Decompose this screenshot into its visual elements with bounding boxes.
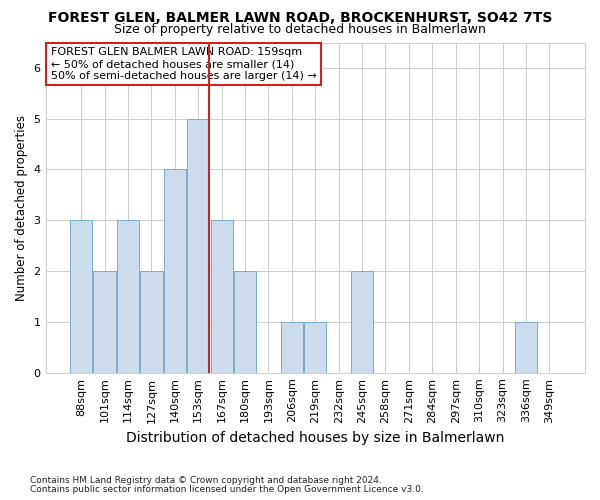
Y-axis label: Number of detached properties: Number of detached properties [15, 114, 28, 300]
Bar [351, 271, 373, 372]
Text: FOREST GLEN, BALMER LAWN ROAD, BROCKENHURST, SO42 7TS: FOREST GLEN, BALMER LAWN ROAD, BROCKENHU… [48, 11, 552, 25]
Text: Size of property relative to detached houses in Balmerlawn: Size of property relative to detached ho… [114, 22, 486, 36]
Bar [140, 271, 163, 372]
X-axis label: Distribution of detached houses by size in Balmerlawn: Distribution of detached houses by size … [126, 431, 505, 445]
Bar [164, 170, 186, 372]
Text: FOREST GLEN BALMER LAWN ROAD: 159sqm
← 50% of detached houses are smaller (14)
5: FOREST GLEN BALMER LAWN ROAD: 159sqm ← 5… [51, 48, 317, 80]
Bar [304, 322, 326, 372]
Bar [211, 220, 233, 372]
Bar [70, 220, 92, 372]
Bar [281, 322, 303, 372]
Bar [515, 322, 537, 372]
Bar [234, 271, 256, 372]
Text: Contains public sector information licensed under the Open Government Licence v3: Contains public sector information licen… [30, 485, 424, 494]
Text: Contains HM Land Registry data © Crown copyright and database right 2024.: Contains HM Land Registry data © Crown c… [30, 476, 382, 485]
Bar [94, 271, 116, 372]
Bar [187, 118, 209, 372]
Bar [117, 220, 139, 372]
